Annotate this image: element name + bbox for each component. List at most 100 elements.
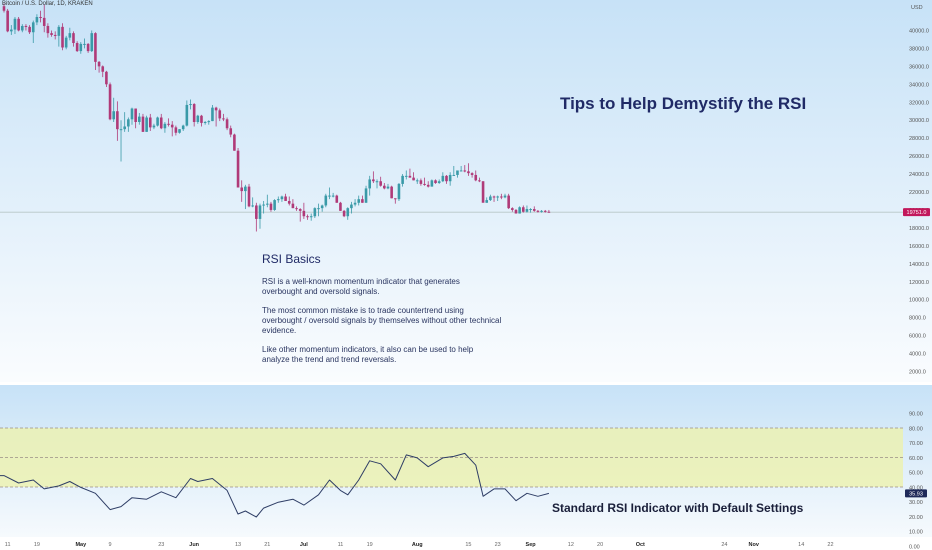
rsi-tick-label: 60.00 [909, 456, 923, 462]
candle-body [10, 29, 13, 32]
candle-body [518, 207, 521, 214]
rsi-tick-label: 80.00 [909, 426, 923, 432]
candle-body [507, 195, 510, 209]
candle-body [258, 205, 262, 219]
candle-body [101, 66, 105, 72]
rsi-axis[interactable]: 90.00 80.00 70.00 60.00 50.00 40.00 30.00 20.00… [909, 412, 923, 550]
candle-body [386, 186, 390, 189]
candle-body [302, 210, 306, 217]
candle-body [269, 203, 273, 210]
candle-body [463, 170, 467, 172]
currency-label: USD [911, 5, 923, 11]
time-tick-label: Jun [189, 542, 199, 548]
candle-body [79, 43, 83, 52]
candle-body [72, 33, 75, 44]
time-tick-label: 12 [568, 542, 574, 548]
price-tick-label: 38000.0 [909, 46, 929, 52]
price-tick-label: 6000.0 [909, 334, 926, 340]
time-tick-label: May [75, 542, 87, 548]
candle-body [42, 17, 46, 26]
candle-body [229, 128, 233, 135]
candle-body [57, 26, 61, 36]
time-tick-label: 19 [34, 542, 40, 548]
candle-body [170, 124, 174, 128]
candle-body [31, 22, 35, 33]
candle-body [203, 121, 207, 123]
candle-body [13, 18, 17, 30]
candle-body [240, 187, 244, 192]
candle-body [342, 210, 346, 217]
candle-body [119, 129, 123, 131]
candles [2, 3, 551, 232]
candle-body [357, 199, 361, 203]
candle-body [35, 16, 39, 23]
candle-body [459, 170, 463, 172]
candle-body [2, 6, 6, 11]
candle-body [500, 196, 503, 198]
candle-body [437, 181, 441, 184]
candle-body [412, 177, 415, 181]
candle-body [372, 179, 375, 182]
candle-body [233, 134, 236, 151]
candle-body [467, 171, 470, 174]
candle-body [24, 25, 28, 27]
candle-body [328, 195, 331, 197]
candle-body [218, 110, 222, 119]
candle-body [521, 207, 525, 212]
candle-body [200, 115, 203, 123]
candle-body [94, 33, 97, 62]
candle-body [39, 16, 42, 18]
candle-body [503, 195, 507, 198]
price-tick-label: 40000.0 [909, 28, 929, 34]
rsi-line-group [0, 452, 550, 518]
price-pane-background [0, 0, 932, 382]
candle-body [397, 183, 401, 200]
candle-body [532, 209, 536, 211]
price-tick-label: 14000.0 [909, 262, 929, 268]
candle-body [390, 186, 393, 199]
candle-body [511, 208, 514, 210]
price-tick-label: 12000.0 [909, 280, 929, 286]
candle-body [196, 115, 200, 122]
time-axis[interactable]: 11 19 May 9 23 Jun 13 21 Jul 11 19 Aug 15 23 Sep 12 20 Oc… [5, 542, 834, 548]
rsi-tick-label: 0.00 [909, 545, 920, 550]
candle-body [295, 208, 298, 210]
candle-body [456, 170, 459, 175]
candle-body [401, 175, 404, 184]
time-tick-label: 23 [158, 542, 164, 548]
candle-body [426, 184, 430, 187]
candle-body [61, 26, 64, 48]
candle-body [353, 202, 357, 205]
last-rsi-label: 35.93 [905, 489, 927, 498]
candle-body [163, 123, 167, 129]
candle-body [478, 180, 481, 182]
candle-body [474, 174, 478, 181]
candle-body [244, 186, 247, 192]
candle-body [536, 210, 540, 212]
candle-body [83, 43, 86, 45]
candle-body [6, 10, 9, 32]
candle-body [225, 119, 229, 129]
time-tick-label: Jul [300, 542, 308, 548]
candle-body [156, 117, 159, 126]
time-tick-label: Sep [526, 542, 537, 548]
candle-body [251, 205, 254, 207]
candle-body [489, 196, 492, 201]
candle-body [236, 150, 240, 188]
candle-body [255, 205, 258, 219]
candle-body [75, 43, 79, 52]
time-tick-label: 23 [495, 542, 501, 548]
candle-body [50, 33, 53, 35]
candle-body [105, 71, 108, 85]
candle-body [192, 104, 196, 122]
candle-body [324, 195, 328, 206]
price-tick-label: 16000.0 [909, 244, 929, 250]
symbol-title: Bitcoin / U.S. Dollar, 1D, KRAKEN [2, 1, 93, 7]
candle-body [108, 84, 112, 120]
candle-body [68, 33, 72, 38]
candle-body [123, 126, 126, 130]
candle-body [174, 127, 178, 133]
time-tick-label: 24 [721, 542, 727, 548]
price-tick-label: 18000.0 [909, 226, 929, 232]
